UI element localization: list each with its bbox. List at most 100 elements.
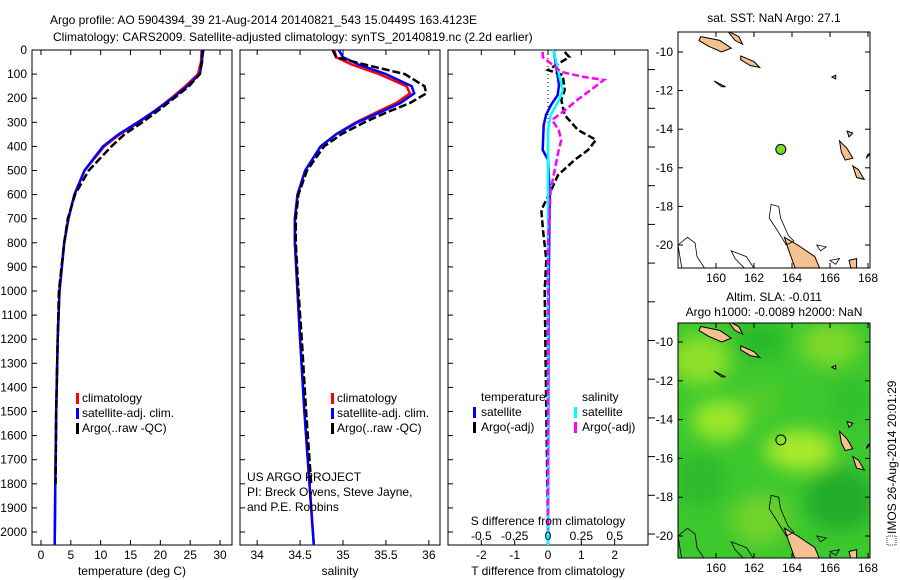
map-subtitle: Argo h1000: -0.0089 h2000: NaN: [686, 305, 863, 319]
legend-marker: [76, 423, 79, 434]
y-tick-label: 700: [7, 212, 27, 226]
y-tick-label: 600: [7, 188, 27, 202]
map-frame: [677, 31, 871, 269]
land-mass: [728, 323, 744, 336]
land-mass: [846, 130, 854, 138]
lon-tick-label: 168: [858, 561, 878, 575]
y-tick-label: 1700: [0, 453, 27, 467]
legend-label: Argo(..raw -QC): [337, 421, 422, 435]
legend-marker: [331, 423, 334, 434]
argo-position-marker: [775, 434, 787, 446]
map-frame: [677, 322, 871, 559]
y-tick-label: 100: [7, 67, 27, 81]
legend-group-title: salinity: [582, 390, 619, 404]
panel-difference: -2 -1 0 1 2 T difference from climatology -0.5…: [447, 49, 655, 578]
x-axis-label: temperature (deg C): [78, 564, 186, 578]
credits-block: US ARGO PROJECT PI: Breck Owens, Steve J…: [247, 470, 435, 515]
lat-tick-label: -16: [656, 451, 674, 465]
x-tick-label: 35.5: [374, 548, 398, 562]
map-title: Altim. SLA: -0.011: [726, 290, 822, 304]
y-tick-label: 800: [7, 236, 27, 250]
map-background: [678, 32, 870, 268]
y-tick-label: 1000: [0, 284, 27, 298]
lon-tick-label: 164: [782, 271, 802, 285]
map-title: sat. SST: NaN Argo: 27.1: [707, 11, 841, 25]
map-panels: 160 162 164 166 168 -10 -12 -14 -16 -18 -20 sat. SS…: [656, 11, 880, 575]
lat-tick-label: -18: [656, 199, 674, 213]
legend-label: satellite: [582, 405, 623, 419]
series-line-temperature-argo-adj-: [540, 51, 598, 530]
x-tick-label: 25: [184, 548, 198, 562]
pi-credit: PI: Breck Owens, Steve Jayne, and P.E. R…: [247, 485, 413, 514]
panel-temperature: 0100200300400500600700800900100011001200…: [0, 43, 233, 578]
x-tick-label: 10: [94, 548, 108, 562]
lon-tick-label: 162: [744, 561, 764, 575]
land-mass: [830, 364, 837, 371]
legend-marker: [331, 393, 334, 404]
legend-label: satellite: [481, 405, 522, 419]
y-tick-label: 1600: [0, 429, 27, 443]
legend-marker: [574, 407, 577, 418]
x-tick-label: 34: [250, 548, 264, 562]
legend-label: climatology: [82, 391, 142, 405]
depth-contour: [815, 535, 828, 543]
y-tick-label: 200: [7, 91, 27, 105]
land-mass: [838, 139, 854, 161]
x-axis-label: salinity: [322, 564, 359, 578]
land-mass: [848, 548, 858, 558]
imos-stamp: IMOS 26-Aug-2014 20:01:29: [885, 380, 899, 546]
depth-contour: [815, 244, 828, 252]
y-tick-label: 1500: [0, 405, 27, 419]
land-mass: [869, 467, 870, 471]
land-mass: [698, 36, 733, 53]
legend-label: Argo(-adj): [582, 420, 635, 434]
land-mass: [872, 197, 880, 205]
y-tick-label: 1300: [0, 356, 27, 370]
x-tick-label: -1: [509, 548, 520, 562]
legend-label: Argo(-adj): [481, 420, 534, 434]
y-tick-label: 1100: [1, 308, 27, 322]
y-tick-label: 1200: [0, 332, 27, 346]
land-mass: [740, 55, 762, 69]
x-tick-label: 36: [422, 548, 436, 562]
lat-tick-label: -14: [656, 413, 674, 427]
legend-marker: [473, 422, 476, 433]
figure-title-line1: Argo profile: AO 5904394_39 21-Aug-2014 …: [50, 13, 477, 27]
lon-tick-label: 164: [782, 561, 802, 575]
x-tick-label: 15: [124, 548, 138, 562]
land-mass: [851, 164, 866, 181]
legend-marker: [331, 408, 334, 419]
lon-tick-label: 166: [820, 271, 840, 285]
legend-marker: [76, 393, 79, 404]
x-tick-label: 0: [38, 548, 45, 562]
x2-tick-label: -0.5: [471, 529, 492, 543]
x-axis-label: T difference from climatology: [471, 564, 625, 578]
land-mass: [872, 488, 880, 496]
argo-position-marker: [775, 143, 787, 155]
map-sst-map: 160 162 164 166 168 -10 -12 -14 -16 -18 -20 sat. SS…: [656, 11, 880, 285]
legend-marker: [574, 422, 577, 433]
legend-marker: [473, 407, 476, 418]
series-line-salinity-argo-adj-: [541, 51, 608, 530]
x-tick-label: 2: [611, 548, 618, 562]
land-mass: [783, 527, 820, 558]
series-line-salinity-satellite: [546, 50, 565, 545]
y-tick-label: 1900: [0, 501, 27, 515]
profile-panels: 0100200300400500600700800900100011001200…: [0, 43, 655, 578]
series-line-argo-raw-qc-: [54, 50, 205, 484]
depth-contour: [828, 257, 841, 265]
lat-tick-label: -16: [656, 161, 674, 175]
land-mass: [869, 176, 870, 181]
lat-tick-label: -10: [656, 335, 674, 349]
sla-field: [678, 323, 870, 545]
land-mass: [846, 420, 854, 429]
y-tick-label: 1400: [0, 380, 27, 394]
land-mass: [851, 455, 866, 471]
depth-contour: [678, 236, 705, 268]
lat-tick-label: -14: [656, 122, 674, 136]
x2-tick-label: -0.25: [501, 529, 529, 543]
legend-label: Argo(..raw -QC): [82, 421, 167, 435]
land-mass: [740, 345, 762, 359]
depth-contour: [768, 494, 795, 537]
